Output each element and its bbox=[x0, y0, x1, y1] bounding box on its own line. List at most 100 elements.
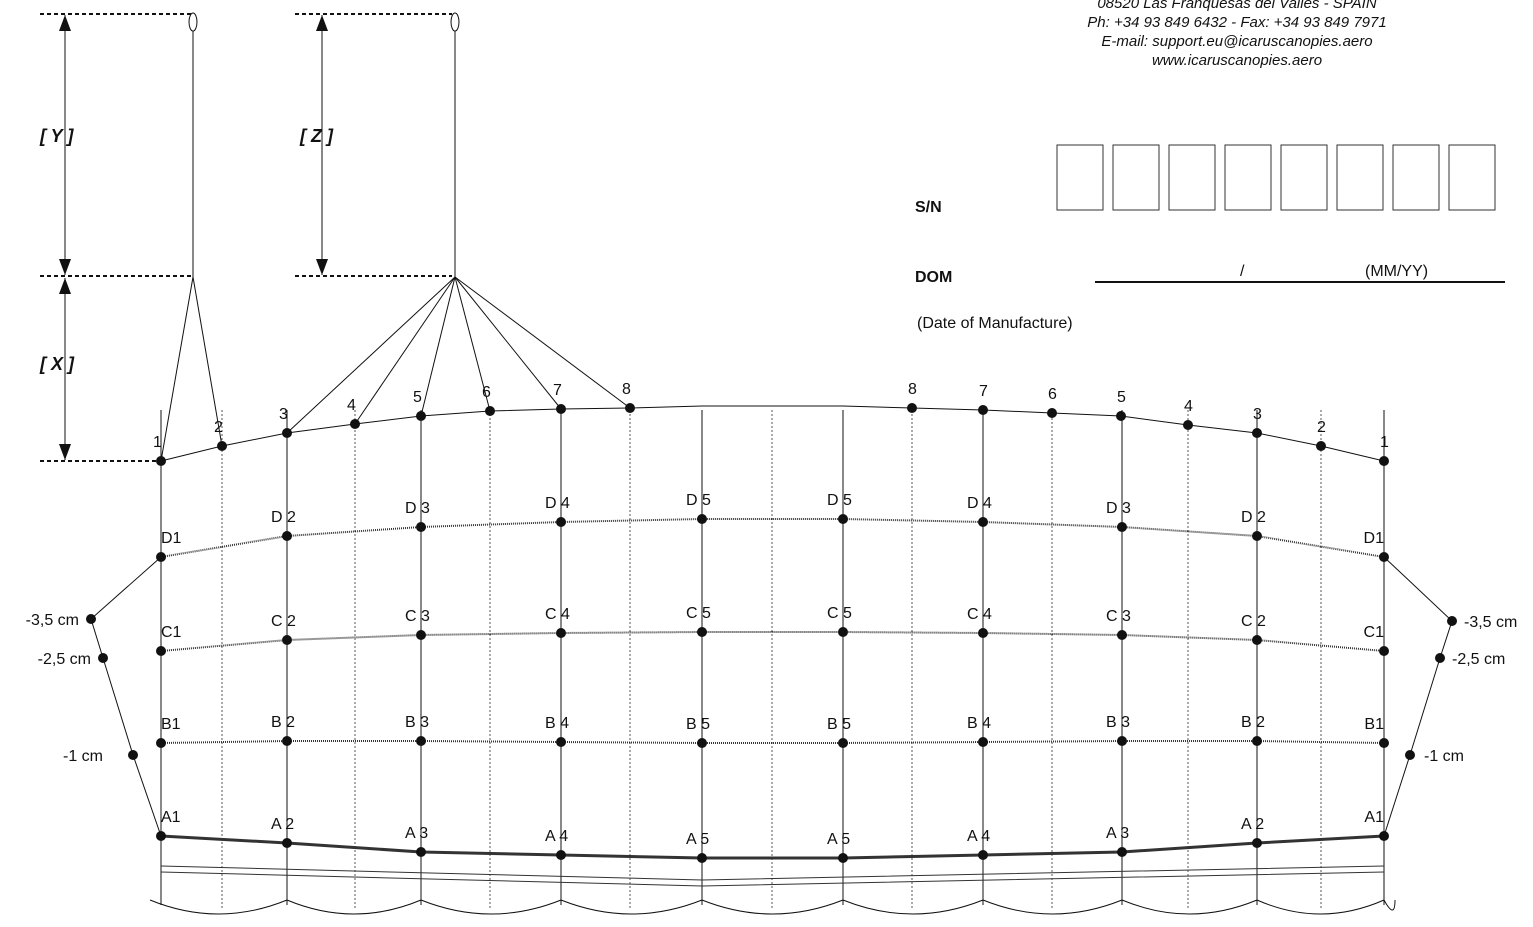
arrow-head bbox=[316, 15, 328, 31]
point bbox=[838, 627, 848, 637]
rib-number: 7 bbox=[553, 382, 562, 399]
rib-number: 3 bbox=[279, 406, 288, 423]
row-line bbox=[160, 834, 1385, 860]
point bbox=[156, 456, 166, 466]
row-label: D 4 bbox=[545, 495, 570, 512]
row-label: A1 bbox=[161, 809, 181, 826]
point bbox=[416, 630, 426, 640]
rib-number: 4 bbox=[1184, 398, 1193, 415]
row-label: A 3 bbox=[1106, 825, 1129, 842]
point bbox=[978, 628, 988, 638]
offset-label: -2,5 cm bbox=[38, 651, 91, 668]
dimension-label: [ X ] bbox=[39, 354, 75, 374]
point bbox=[1117, 630, 1127, 640]
row-label: B 4 bbox=[967, 715, 991, 732]
row-label: B1 bbox=[161, 716, 181, 733]
offset-label: -3,5 cm bbox=[26, 612, 79, 629]
point bbox=[1047, 408, 1057, 418]
offset-label: -2,5 cm bbox=[1452, 651, 1505, 668]
line bbox=[160, 276, 194, 462]
arrow-head bbox=[59, 444, 71, 460]
row-label: B1 bbox=[1364, 716, 1384, 733]
row-line bbox=[160, 631, 1385, 652]
point bbox=[838, 738, 848, 748]
row-label: C1 bbox=[1364, 624, 1385, 641]
row-label: C 5 bbox=[827, 605, 852, 622]
offset-label: -1 cm bbox=[1424, 748, 1464, 765]
point bbox=[556, 737, 566, 747]
row-label: C1 bbox=[161, 624, 182, 641]
leading-edge bbox=[160, 405, 1385, 462]
ring bbox=[450, 12, 460, 32]
serial-box bbox=[1280, 144, 1328, 211]
stabilizer bbox=[1383, 556, 1453, 837]
row-label: C 5 bbox=[686, 605, 711, 622]
row-label: B 4 bbox=[545, 715, 569, 732]
point bbox=[978, 850, 988, 860]
row-label: D 4 bbox=[967, 495, 992, 512]
line bbox=[192, 276, 223, 447]
arrow-head bbox=[59, 278, 71, 294]
point bbox=[625, 403, 635, 413]
point bbox=[697, 627, 707, 637]
row-label: C 2 bbox=[1241, 613, 1266, 630]
point bbox=[1435, 653, 1445, 663]
serial-box bbox=[1336, 144, 1384, 211]
stabilizer bbox=[90, 556, 162, 837]
dom-note: (Date of Manufacture) bbox=[917, 315, 1073, 332]
point bbox=[1252, 428, 1262, 438]
point bbox=[282, 531, 292, 541]
point bbox=[1117, 522, 1127, 532]
point bbox=[416, 847, 426, 857]
arrow-head bbox=[59, 259, 71, 275]
point bbox=[556, 517, 566, 527]
rib-number: 2 bbox=[214, 419, 223, 436]
point bbox=[1116, 411, 1126, 421]
row-label: B 3 bbox=[1106, 714, 1130, 731]
rib-number: 3 bbox=[1253, 406, 1262, 423]
rib-number: 7 bbox=[979, 383, 988, 400]
row-label: C 3 bbox=[1106, 608, 1131, 625]
bottom-line bbox=[160, 871, 1385, 887]
rib-number: 2 bbox=[1317, 419, 1326, 436]
point bbox=[1117, 847, 1127, 857]
line bbox=[454, 276, 491, 412]
row-label: D1 bbox=[161, 530, 182, 547]
row-label: A 5 bbox=[827, 831, 850, 848]
row-label: D 2 bbox=[1241, 509, 1266, 526]
dimension-label: [ Z ] bbox=[299, 126, 334, 146]
point bbox=[838, 853, 848, 863]
line bbox=[454, 276, 631, 409]
row-label: A1 bbox=[1364, 809, 1384, 826]
row-label: A 4 bbox=[545, 828, 568, 845]
dom-separator: / bbox=[1240, 263, 1245, 280]
point bbox=[1252, 838, 1262, 848]
row-label: D 3 bbox=[1106, 500, 1131, 517]
point bbox=[1183, 420, 1193, 430]
row-label: B 3 bbox=[405, 714, 429, 731]
point bbox=[907, 403, 917, 413]
header-line: E-mail: support.eu@icaruscanopies.aero bbox=[1101, 33, 1372, 50]
row-label: C 2 bbox=[271, 613, 296, 630]
offset-label: -1 cm bbox=[63, 748, 103, 765]
row-label: A 3 bbox=[405, 825, 428, 842]
point bbox=[416, 736, 426, 746]
point bbox=[156, 646, 166, 656]
rib-number: 8 bbox=[908, 381, 917, 398]
row-label: D 3 bbox=[405, 500, 430, 517]
point bbox=[556, 628, 566, 638]
rib-number: 1 bbox=[153, 434, 162, 451]
arrow-head bbox=[316, 259, 328, 275]
point bbox=[350, 419, 360, 429]
point bbox=[282, 838, 292, 848]
offset-label: -3,5 cm bbox=[1464, 614, 1517, 631]
point bbox=[416, 411, 426, 421]
ring bbox=[188, 12, 198, 32]
point bbox=[1447, 616, 1457, 626]
row-label: B 2 bbox=[271, 714, 295, 731]
point bbox=[1252, 736, 1262, 746]
rib-number: 4 bbox=[347, 397, 356, 414]
point bbox=[838, 514, 848, 524]
point bbox=[978, 737, 988, 747]
row-label: D1 bbox=[1364, 530, 1385, 547]
